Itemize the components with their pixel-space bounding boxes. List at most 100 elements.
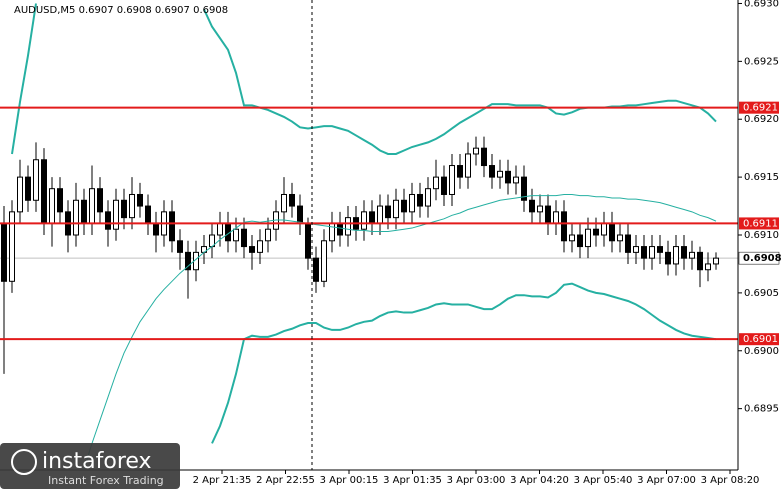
candle-body bbox=[361, 211, 367, 230]
current-price-box bbox=[738, 251, 780, 265]
candle-body bbox=[713, 257, 719, 265]
candle-body bbox=[129, 193, 135, 219]
candle-body bbox=[337, 222, 343, 236]
candle-body bbox=[369, 211, 375, 224]
candle-body bbox=[633, 246, 639, 253]
candle-body bbox=[441, 176, 447, 195]
candle-body bbox=[81, 199, 87, 224]
level-label: 0.6921 bbox=[743, 103, 778, 114]
candle-body bbox=[297, 205, 303, 224]
candle-body bbox=[569, 234, 575, 242]
y-tick-label: 0.6895 bbox=[744, 404, 779, 415]
candle-body bbox=[73, 199, 79, 236]
candle-body bbox=[305, 222, 311, 259]
candle-body bbox=[281, 193, 287, 213]
indicator-line bbox=[83, 193, 717, 469]
indicator-line bbox=[203, 8, 717, 155]
candle-body bbox=[241, 228, 247, 248]
y-tick-label: 0.6920 bbox=[744, 114, 779, 125]
candle-body bbox=[33, 159, 39, 201]
candle-body bbox=[689, 251, 695, 259]
candle-body bbox=[449, 165, 455, 195]
y-tick-label: 0.6910 bbox=[744, 230, 779, 241]
candle-body bbox=[217, 222, 223, 236]
plot-area bbox=[0, 3, 738, 469]
candle-body bbox=[89, 188, 95, 224]
x-tick-label: 3 Apr 04:20 bbox=[510, 475, 569, 486]
candle-body bbox=[41, 159, 47, 224]
candle-body bbox=[697, 251, 703, 271]
candle-body bbox=[233, 228, 239, 242]
y-tick-label: 0.6900 bbox=[744, 346, 779, 357]
candle-body bbox=[601, 222, 607, 236]
level-label: 0.6911 bbox=[743, 218, 778, 229]
candle-body bbox=[513, 176, 519, 184]
y-tick-label: 0.6930 bbox=[744, 0, 779, 9]
y-tick-label: 0.6905 bbox=[744, 288, 779, 299]
candle-body bbox=[121, 199, 127, 219]
logo: instaforex Instant Forex Trading bbox=[0, 443, 180, 489]
candle-body bbox=[57, 188, 63, 213]
candle-body bbox=[313, 257, 319, 282]
candle-body bbox=[625, 234, 631, 253]
indicator-line bbox=[11, 3, 37, 155]
candle-body bbox=[649, 246, 655, 259]
candle-body bbox=[177, 240, 183, 253]
candle-body bbox=[401, 199, 407, 213]
candle-body bbox=[593, 228, 599, 236]
candle-body bbox=[561, 211, 567, 242]
candle-body bbox=[681, 246, 687, 259]
x-tick-label: 3 Apr 03:00 bbox=[447, 475, 506, 486]
candle-body bbox=[385, 205, 391, 219]
candle-body bbox=[137, 193, 143, 207]
candle-body bbox=[329, 222, 335, 242]
candle-body bbox=[481, 147, 487, 167]
candle-body bbox=[345, 217, 351, 236]
candle-body bbox=[497, 170, 503, 178]
candle-body bbox=[321, 240, 327, 282]
candle-body bbox=[617, 234, 623, 242]
candle-body bbox=[489, 165, 495, 178]
candle-body bbox=[49, 188, 55, 224]
candle-body bbox=[585, 228, 591, 248]
candle-body bbox=[545, 205, 551, 224]
x-tick-label: 3 Apr 05:40 bbox=[574, 475, 633, 486]
candle-body bbox=[417, 193, 423, 207]
x-tick-label: 2 Apr 21:35 bbox=[193, 475, 252, 486]
candle-body bbox=[705, 263, 711, 271]
candle-body bbox=[145, 205, 151, 224]
candle-body bbox=[153, 222, 159, 236]
logo-tagline: Instant Forex Trading bbox=[48, 474, 164, 487]
candle-body bbox=[657, 246, 663, 253]
candle-body bbox=[577, 234, 583, 248]
chart-title: AUDUSD,M5 0.6907 0.6908 0.6907 0.6908 bbox=[14, 5, 228, 16]
candle-body bbox=[249, 246, 255, 253]
indicator-line bbox=[211, 282, 717, 444]
candle-body bbox=[105, 211, 111, 230]
x-tick-label: 3 Apr 07:00 bbox=[637, 475, 696, 486]
level-label: 0.6901 bbox=[743, 334, 778, 345]
x-tick-label: 3 Apr 08:20 bbox=[701, 475, 760, 486]
candle-body bbox=[665, 251, 671, 265]
y-tick-label: 0.6915 bbox=[744, 172, 779, 183]
candle-body bbox=[433, 176, 439, 190]
candle-body bbox=[377, 205, 383, 224]
candle-body bbox=[265, 228, 271, 242]
candle-body bbox=[521, 176, 527, 201]
candle-body bbox=[505, 170, 511, 184]
level-label-box bbox=[739, 217, 779, 230]
candle-body bbox=[393, 199, 399, 219]
candle-body bbox=[289, 193, 295, 207]
candle-body bbox=[9, 211, 15, 282]
candle-body bbox=[641, 246, 647, 259]
current-price-label: 0.6908 bbox=[743, 253, 781, 264]
level-label-box bbox=[739, 101, 779, 114]
candle-body bbox=[113, 199, 119, 230]
candle-body bbox=[473, 147, 479, 155]
candle-body bbox=[425, 188, 431, 207]
candle-body bbox=[185, 251, 191, 271]
candle-body bbox=[257, 240, 263, 253]
candle-body bbox=[409, 193, 415, 213]
logo-brand: instaforex bbox=[42, 449, 152, 474]
